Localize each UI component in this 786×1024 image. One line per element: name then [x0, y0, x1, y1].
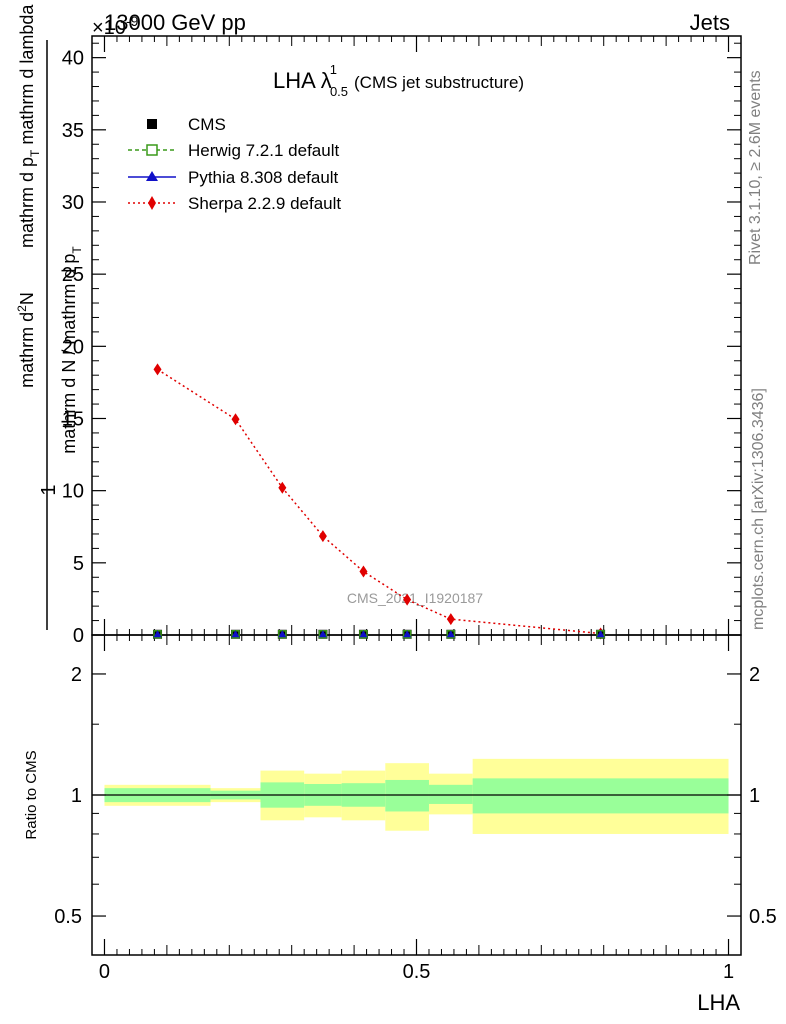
y-axis-label-main: mathrm d2N mathrm d pT mathrm d lambda 1…: [15, 4, 84, 630]
ratio-y-axis-ticks: 0.5 0.5 1 1 2 2: [54, 664, 777, 928]
svg-text:mathrm d pT mathrm d lambda: mathrm d pT mathrm d lambda: [17, 4, 42, 248]
x-tick-label: 1: [723, 961, 734, 983]
legend: CMS Herwig 7.2.1 default Pythia 8.308 defa…: [128, 115, 341, 213]
rivet-label: Rivet 3.1.10, ≥ 2.6M events: [747, 70, 764, 265]
pythia-point: [231, 630, 240, 638]
sherpa-point: [446, 613, 455, 626]
svg-text:1: 1: [38, 484, 60, 495]
main-y-axis-ticks: 0 5 10 15 20 25 30 35 40: [62, 42, 741, 647]
y-tick-label: 5: [73, 553, 84, 575]
y-tick-label: 40: [62, 48, 84, 70]
header-process: Jets: [690, 10, 730, 35]
plot-title: LHA λ1 0.5 (CMS jet substructure): [273, 62, 524, 99]
analysis-watermark: CMS_2021_I1920187: [347, 590, 483, 606]
sherpa-point: [359, 565, 368, 578]
data-series: [153, 363, 606, 640]
svg-text:mathrm d N / mathrm d pT: mathrm d N / mathrm d pT: [59, 246, 84, 454]
svg-text:mathrm d2N: mathrm d2N: [15, 292, 37, 388]
pythia-point: [403, 630, 412, 638]
legend-pythia-marker: [146, 171, 158, 181]
ratio-tick-label-right: 2: [749, 664, 760, 686]
sherpa-line: [157, 368, 601, 635]
ratio-tick-label-right: 0.5: [749, 906, 777, 928]
y-exponent: ×10-9: [92, 13, 139, 39]
legend-entry-label: Herwig 7.2.1 default: [188, 141, 339, 160]
y-tick-label: 0: [73, 625, 84, 647]
ratio-tick-label-right: 1: [749, 785, 760, 807]
ratio-tick-label: 2: [71, 664, 82, 686]
pythia-point: [359, 630, 368, 638]
ratio-tick-label: 0.5: [54, 906, 82, 928]
x-axis-label: LHA: [697, 990, 740, 1015]
band-inner: [472, 778, 729, 814]
header-energy: 13000 GeV pp: [104, 10, 246, 35]
band-inner: [385, 779, 429, 812]
y-tick-label: 35: [62, 120, 84, 142]
band-inner: [428, 784, 473, 804]
legend-entry-label: Sherpa 2.2.9 default: [188, 194, 341, 213]
x-tick-label: 0.5: [403, 961, 431, 983]
sherpa-point: [278, 481, 287, 494]
y-axis-label-ratio: Ratio to CMS: [23, 750, 40, 839]
sherpa-point: [403, 593, 412, 606]
pythia-point: [318, 630, 327, 638]
ratio-tick-label: 1: [71, 785, 82, 807]
legend-entry-label: Pythia 8.308 default: [188, 168, 339, 187]
pythia-point: [278, 630, 287, 638]
y-tick-label: 10: [62, 481, 84, 503]
ratio-uncertainty-bands: [92, 758, 741, 834]
x-tick-label: 0: [99, 961, 110, 983]
sherpa-point: [231, 413, 240, 426]
legend-entry-label: CMS: [188, 115, 226, 134]
legend-sherpa-marker: [148, 196, 156, 210]
sherpa-point: [153, 363, 162, 376]
y-tick-label: 20: [62, 336, 84, 358]
pythia-point: [446, 630, 455, 638]
legend-herwig-marker: [146, 144, 158, 156]
y-tick-label: 25: [62, 264, 84, 286]
y-tick-label: 30: [62, 192, 84, 214]
mcplots-label: mcplots.cern.ch [arXiv:1306.3436]: [750, 388, 767, 630]
y-tick-label: 15: [62, 408, 84, 430]
x-axis-ticks: 0 0.5 1: [99, 36, 734, 983]
pythia-point: [153, 630, 162, 638]
legend-cms-marker: [147, 119, 157, 129]
sherpa-point: [318, 530, 327, 543]
pythia-point: [596, 630, 605, 638]
